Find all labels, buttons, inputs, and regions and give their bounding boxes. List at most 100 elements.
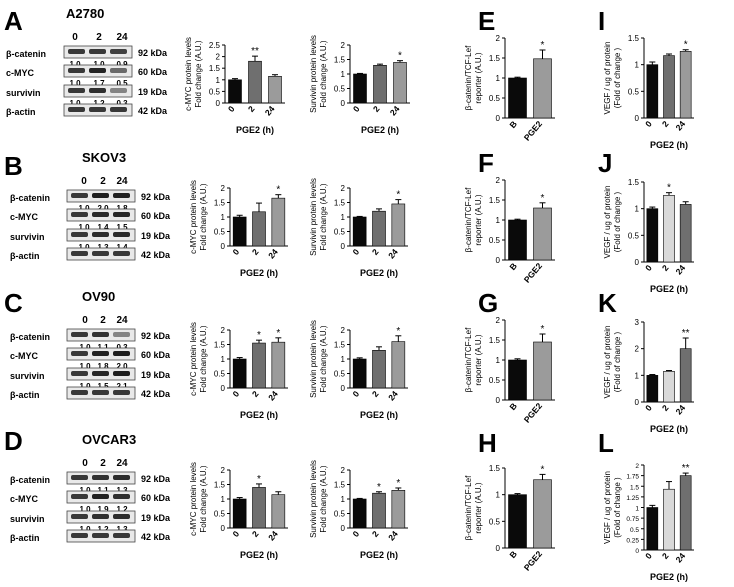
bar bbox=[391, 341, 406, 389]
blot-quant-value: 2.1 bbox=[116, 382, 128, 391]
blot-band bbox=[92, 251, 109, 256]
y-axis-label: Fold change (A.U.) bbox=[199, 183, 208, 250]
blot-lane-label: 0 bbox=[72, 32, 78, 43]
y-tick-label: 2 bbox=[635, 345, 640, 354]
blot-kda-label: 42 kDa bbox=[141, 389, 171, 399]
y-tick-label: 0 bbox=[221, 524, 226, 533]
bar bbox=[232, 358, 247, 389]
blot-quant-value: 1.0 bbox=[79, 525, 91, 534]
blot-band bbox=[92, 193, 109, 198]
blot-band bbox=[71, 232, 88, 237]
x-axis-label: PGE2 (h) bbox=[240, 550, 278, 560]
bar bbox=[508, 77, 527, 119]
x-tick-label: 2 bbox=[660, 403, 671, 413]
blot-skov3: SKOV3 0 2 24 β-catenin 92 kDa 1.0 2.0 1.8 c-MYC 60… bbox=[10, 150, 171, 261]
y-tick-label: 2 bbox=[341, 41, 346, 50]
blot-row-label: β-catenin bbox=[10, 475, 50, 485]
significance-marker: * bbox=[377, 482, 381, 493]
blot-band bbox=[92, 351, 109, 356]
y-axis-label: c-MYC protein levels bbox=[189, 462, 198, 536]
blot-band bbox=[71, 212, 88, 217]
y-tick-label: 1 bbox=[635, 61, 640, 70]
y-axis-label: VEGF / ug of protein bbox=[603, 326, 612, 399]
blot-band bbox=[113, 475, 130, 480]
panel-letter-j: J bbox=[598, 148, 612, 178]
blot-quant-value: 1.0 bbox=[69, 79, 81, 88]
blot-lane-label: 24 bbox=[116, 458, 128, 469]
y-tick-label: 1 bbox=[635, 506, 639, 513]
blot-band bbox=[113, 371, 130, 376]
y-axis-label: reporter (A.U.) bbox=[474, 52, 483, 103]
blot-band bbox=[71, 371, 88, 376]
blot-quant-value: 1.0 bbox=[69, 60, 81, 69]
blot-row-label: survivin bbox=[10, 514, 45, 524]
blot-band bbox=[68, 49, 85, 54]
blot-quant-value: 0.3 bbox=[116, 343, 128, 352]
y-axis-label: Survivin protein levels bbox=[309, 178, 318, 256]
bar bbox=[372, 492, 386, 529]
blot-lane-label: 2 bbox=[96, 32, 102, 43]
blot-band bbox=[113, 494, 130, 499]
chart-a-survivin: 0 0.5 1 1.5 2 Survivin protein levels Fold cha… bbox=[309, 35, 410, 135]
y-tick-label: 0 bbox=[496, 544, 501, 553]
y-tick-label: 1.5 bbox=[489, 336, 501, 345]
bar bbox=[271, 494, 286, 529]
bar bbox=[533, 341, 552, 401]
x-tick-label: 0 bbox=[351, 104, 362, 114]
bar bbox=[533, 207, 552, 261]
blot-quant-value: 1.5 bbox=[97, 382, 109, 391]
bar bbox=[391, 489, 406, 529]
panel-letter-f: F bbox=[478, 148, 494, 178]
chart-j: 0 0.5 1 1.5 VEGF / ug of protein (Fold of cha… bbox=[603, 178, 694, 294]
significance-marker: * bbox=[396, 478, 400, 489]
blot-kda-label: 92 kDa bbox=[141, 331, 171, 341]
blot-kda-label: 92 kDa bbox=[141, 474, 171, 484]
x-tick-label: PGE2 bbox=[522, 119, 544, 143]
x-tick-label: 2 bbox=[371, 104, 382, 114]
y-tick-label: 0 bbox=[341, 384, 346, 393]
bar bbox=[663, 488, 675, 551]
x-tick-label: 24 bbox=[673, 551, 687, 565]
blot-row-label: β-catenin bbox=[10, 193, 50, 203]
chart-d-cmyc: 0 0.5 1 1.5 2 c-MYC protein levels Fold change… bbox=[189, 462, 288, 560]
x-tick-label: 2 bbox=[660, 119, 671, 129]
bar bbox=[372, 349, 386, 389]
x-tick-label: 24 bbox=[673, 403, 687, 417]
chart-e: 0 0.5 1 1.5 2 β-catenin/TCF-Lef reporter (A.U.… bbox=[464, 34, 555, 143]
x-tick-label: B bbox=[507, 261, 519, 272]
y-tick-label: 0.5 bbox=[209, 87, 221, 96]
blot-quant-value: 1.2 bbox=[116, 505, 128, 514]
y-axis-label: Survivin protein levels bbox=[309, 320, 318, 398]
blot-quant-value: 1.7 bbox=[93, 79, 105, 88]
x-tick-label: 0 bbox=[350, 389, 361, 399]
y-tick-label: 0.5 bbox=[214, 228, 226, 237]
blot-band bbox=[113, 232, 130, 237]
blot-band bbox=[110, 68, 127, 73]
blot-a2780: A2780 0 2 24 β-catenin 92 kDa 1.0 1.0 0.9 c-MYC 60… bbox=[6, 6, 168, 117]
y-tick-label: 0 bbox=[496, 114, 501, 123]
blot-band bbox=[71, 193, 88, 198]
y-tick-label: 0 bbox=[341, 524, 346, 533]
y-tick-label: 1.5 bbox=[630, 484, 639, 491]
blot-ovcar3: OVCAR3 0 2 24 β-catenin 92 kDa 1.0 1.1 1.3 c-MYC 6… bbox=[10, 432, 171, 543]
x-tick-label: 24 bbox=[263, 104, 277, 118]
blot-quant-value: 1.3 bbox=[116, 486, 128, 495]
blot-quant-value: 1.2 bbox=[97, 525, 109, 534]
y-axis-label: Fold change (A.U.) bbox=[199, 465, 208, 532]
blot-row-label: survivin bbox=[6, 88, 41, 98]
blot-band bbox=[71, 251, 88, 256]
y-axis-label: reporter (A.U.) bbox=[474, 194, 483, 245]
y-axis-label: β-catenin/TCF-Lef bbox=[464, 475, 473, 540]
blot-band bbox=[92, 533, 109, 538]
blot-quant-value: 1.0 bbox=[69, 99, 81, 108]
panel-letter-i: I bbox=[598, 6, 605, 36]
significance-marker: * bbox=[257, 474, 261, 485]
bar bbox=[268, 76, 282, 104]
x-tick-label: 2 bbox=[250, 389, 261, 399]
bar bbox=[679, 475, 692, 551]
y-tick-label: 0 bbox=[216, 99, 221, 108]
bar bbox=[271, 341, 286, 389]
blot-band bbox=[113, 351, 130, 356]
blot-quant-value: 1.0 bbox=[79, 505, 91, 514]
blot-kda-label: 60 kDa bbox=[141, 350, 171, 360]
